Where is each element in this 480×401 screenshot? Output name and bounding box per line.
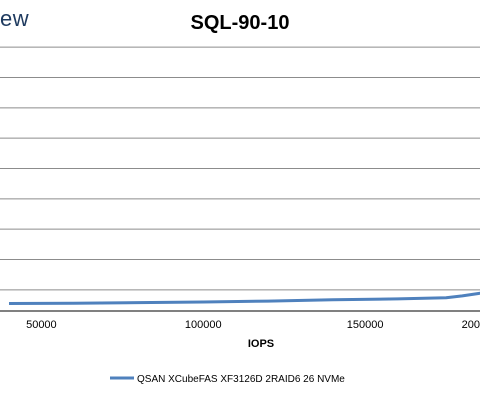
x-tick-label-2: 150000 xyxy=(347,319,384,331)
gridlines xyxy=(0,46,480,291)
chart-title: SQL-90-10 xyxy=(190,12,290,34)
series-line xyxy=(8,291,480,305)
x-ticks: 50000 100000 150000 200 xyxy=(26,319,480,331)
legend-label: QSAN XCubeFAS XF3126D 2RAID6 26 NVMe xyxy=(137,374,345,385)
x-tick-label-0: 50000 xyxy=(26,319,57,331)
x-tick-label-1: 100000 xyxy=(185,319,222,331)
x-axis-title: IOPS xyxy=(248,338,274,350)
x-tick-label-partial: 200 xyxy=(462,319,480,331)
brand-logo-text: ew xyxy=(0,6,30,31)
